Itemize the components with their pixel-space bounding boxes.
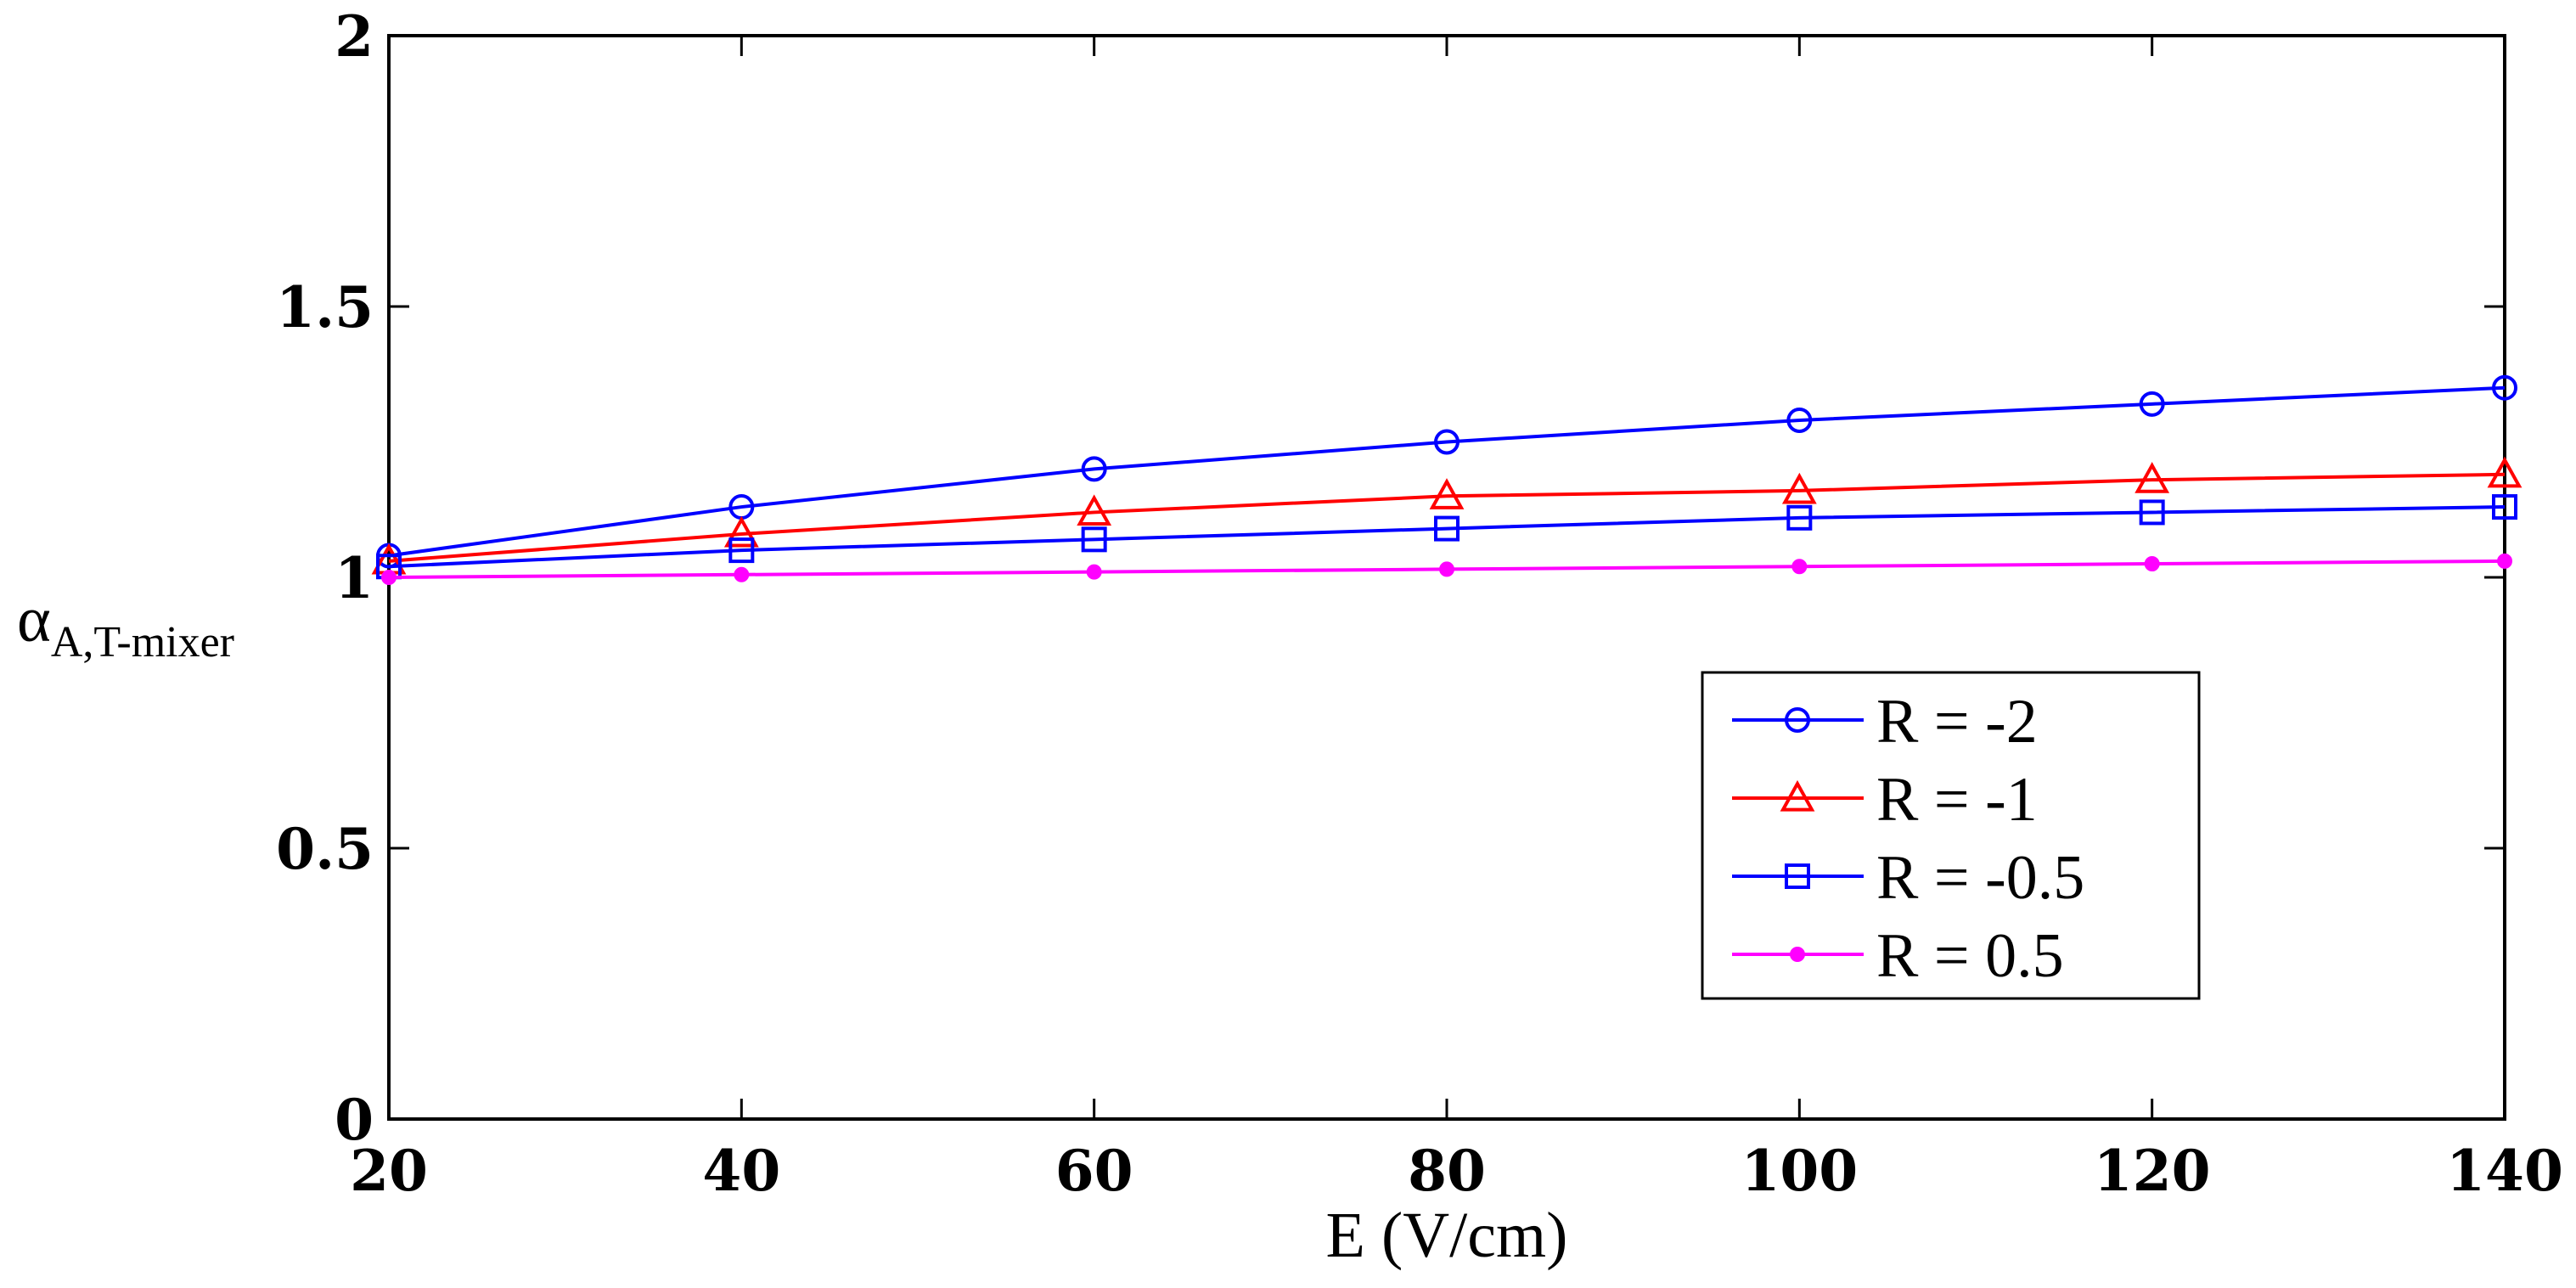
y-tick-label: 0 — [335, 1087, 374, 1153]
legend-item: R = -2 — [1732, 687, 2038, 756]
data-point — [381, 570, 397, 585]
data-point — [1786, 504, 1813, 531]
data-point — [1086, 564, 1102, 580]
legend-item: R = -1 — [1732, 765, 2038, 835]
data-point — [2492, 494, 2517, 520]
data-point — [728, 537, 755, 564]
data-point — [1429, 478, 1465, 509]
series-1 — [371, 456, 2523, 575]
x-axis-title: E (V/cm) — [1326, 1200, 1568, 1271]
legend-marker — [1785, 863, 1810, 889]
data-point — [1781, 472, 1817, 504]
data-point — [2144, 556, 2160, 572]
x-tick-label: 40 — [702, 1138, 780, 1204]
legend-item: R = -0.5 — [1732, 843, 2084, 913]
y-axis-title-sub: A,T-mixer — [51, 618, 234, 666]
data-point — [2134, 462, 2170, 493]
legend-box — [1701, 671, 2201, 1000]
data-point — [1081, 526, 1107, 553]
series-line — [388, 505, 2506, 569]
y-tick-label: 1.5 — [276, 274, 374, 340]
legend-item: R = 0.5 — [1732, 921, 2064, 991]
legend-marker — [1785, 707, 1810, 733]
data-point — [2139, 499, 2165, 526]
legend-marker — [1790, 947, 1805, 962]
series-2 — [376, 494, 2517, 580]
data-point — [2497, 553, 2512, 569]
series-line — [388, 385, 2506, 558]
data-point — [1077, 494, 1112, 526]
data-point — [1434, 429, 1460, 455]
series-0 — [376, 374, 2517, 569]
x-tick-label: 60 — [1055, 1138, 1133, 1204]
data-point — [1786, 407, 1813, 433]
y-tick-label: 1 — [335, 545, 374, 611]
legend-marker — [1780, 779, 1815, 812]
y-tick-label: 0.5 — [276, 816, 374, 882]
legend-label: R = -0.5 — [1876, 843, 2084, 913]
x-tick-label: 120 — [2094, 1138, 2211, 1204]
x-tick-label: 20 — [350, 1138, 428, 1204]
data-point — [1434, 515, 1460, 542]
data-point — [2492, 374, 2517, 401]
data-point — [2487, 456, 2523, 488]
legend-label: R = 0.5 — [1876, 921, 2064, 991]
x-tick-label: 140 — [2446, 1138, 2563, 1204]
data-point — [2139, 391, 2165, 417]
x-tick-label: 100 — [1741, 1138, 1858, 1204]
series-line — [388, 472, 2506, 563]
y-tick-label: 2 — [335, 3, 374, 70]
legend: R = -2 R = -1 R = -0.5 R = 0.5 — [1701, 671, 2201, 1000]
data-point — [734, 566, 750, 582]
x-tick-label: 80 — [1408, 1138, 1486, 1204]
series-3 — [381, 553, 2512, 585]
data-point — [1791, 559, 1808, 575]
data-point — [723, 515, 759, 548]
legend-label: R = -1 — [1876, 765, 2038, 835]
legend-label: R = -2 — [1876, 687, 2038, 756]
y-axis-title: αA,T-mixer — [17, 584, 234, 666]
y-axis-title-main: α — [17, 584, 51, 655]
data-point — [1081, 456, 1107, 482]
data-point — [1439, 561, 1454, 577]
